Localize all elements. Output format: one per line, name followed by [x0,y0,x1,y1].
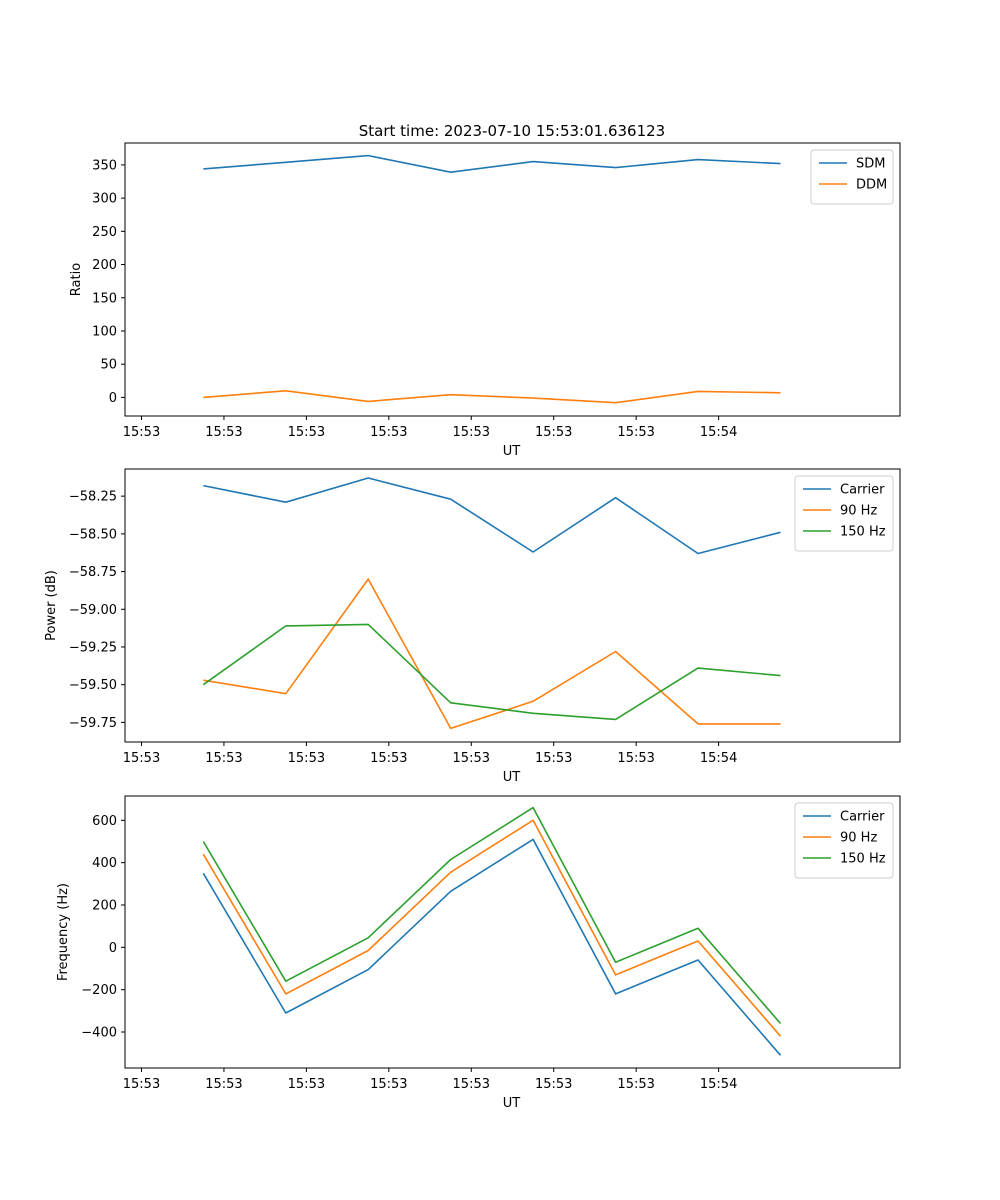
x-tick-label: 15:53 [205,1077,242,1092]
y-axis-label: Power (dB) [44,570,59,641]
y-axis-label: Ratio [69,263,84,296]
y-tick-label: 100 [92,324,117,339]
x-tick-label: 15:54 [700,1077,737,1092]
axes-frame [124,142,901,417]
x-tick-label: 15:53 [205,751,242,766]
x-tick-label: 15:53 [453,751,490,766]
x-tick-label: 15:53 [453,1077,490,1092]
y-axis-label: Frequency (Hz) [56,883,71,981]
y-tick-label: −59.50 [69,678,117,693]
x-tick-label: 15:53 [370,425,407,440]
x-tick-label: 15:53 [617,1077,654,1092]
x-tick-label: 15:53 [288,751,325,766]
x-tick-label: 15:53 [288,425,325,440]
x-tick-label: 15:53 [617,425,654,440]
y-tick-label: −59.25 [69,640,117,655]
x-axis-label: UT [503,1096,521,1111]
x-tick-label: 15:53 [288,1077,325,1092]
x-tick-label: 15:53 [370,1077,407,1092]
legend-label-90-hz: 90 Hz [840,504,877,519]
series-line-sdm [203,154,781,173]
y-tick-label: −58.50 [69,527,117,542]
y-tick-label: 300 [92,192,117,207]
x-tick-label: 15:53 [535,751,572,766]
x-tick-label: 15:53 [123,425,160,440]
axes-frame [124,468,901,743]
y-tick-label: 0 [109,941,117,956]
chart-2: 15:53 15:53 15:53 15:53 15:53 15:53 15:53 15:54… [44,468,901,785]
axes-frame [124,795,901,1069]
legend-label-90-hz: 90 Hz [840,831,877,846]
y-tick-label: 0 [109,391,117,406]
x-tick-label: 15:53 [123,751,160,766]
legend-box [794,802,894,879]
x-tick-label: 15:54 [700,425,737,440]
y-tick-label: −200 [81,983,117,998]
series-line-90-hz [202,819,782,1037]
y-tick-label: −59.75 [69,716,117,731]
y-tick-label: 200 [92,899,117,914]
x-axis-label: UT [503,444,521,459]
x-tick-label: 15:53 [535,1077,572,1092]
figure-title: Start time: 2023-07-10 15:53:01.636123 [359,122,665,140]
y-tick-label: 400 [92,856,117,871]
series-line-carrier [203,477,781,555]
legend-label-carrier: Carrier [840,483,885,498]
y-tick-label: −58.75 [69,565,117,580]
chart-1: 15:53 15:53 15:53 15:53 15:53 15:53 15:53 15:54… [69,142,901,459]
series-line-carrier [202,838,782,1056]
legend-box [794,475,894,552]
y-tick-label: 150 [92,291,117,306]
y-tick-label: 600 [92,814,117,829]
y-tick-label: 350 [92,158,117,173]
series-line-150-hz [202,623,781,721]
x-tick-label: 15:53 [370,751,407,766]
x-tick-label: 15:53 [205,425,242,440]
y-tick-label: 250 [92,225,117,240]
series-line-90-hz [203,578,781,730]
x-tick-label: 15:54 [700,751,737,766]
x-tick-label: 15:53 [123,1077,160,1092]
y-tick-label: −59.00 [69,603,117,618]
legend-label-150-hz: 150 Hz [840,852,886,867]
series-line-ddm [203,389,781,404]
legend-label-carrier: Carrier [840,810,885,825]
legend-label-150-hz: 150 Hz [840,525,886,540]
x-tick-label: 15:53 [617,751,654,766]
y-tick-label: −400 [81,1026,117,1041]
legend-label-sdm: SDM [856,157,885,172]
x-axis-label: UT [503,770,521,785]
series-line-150-hz [202,806,782,1025]
y-tick-label: 50 [100,358,117,373]
y-tick-label: −58.25 [69,490,117,505]
x-tick-label: 15:53 [535,425,572,440]
x-tick-label: 15:53 [453,425,490,440]
chart-3: 15:53 15:53 15:53 15:53 15:53 15:53 15:53 15:54… [56,795,901,1111]
legend-label-ddm: DDM [856,178,887,193]
plots: 15:53 15:53 15:53 15:53 15:53 15:53 15:53 15:54… [44,142,901,1111]
y-tick-label: 200 [92,258,117,273]
